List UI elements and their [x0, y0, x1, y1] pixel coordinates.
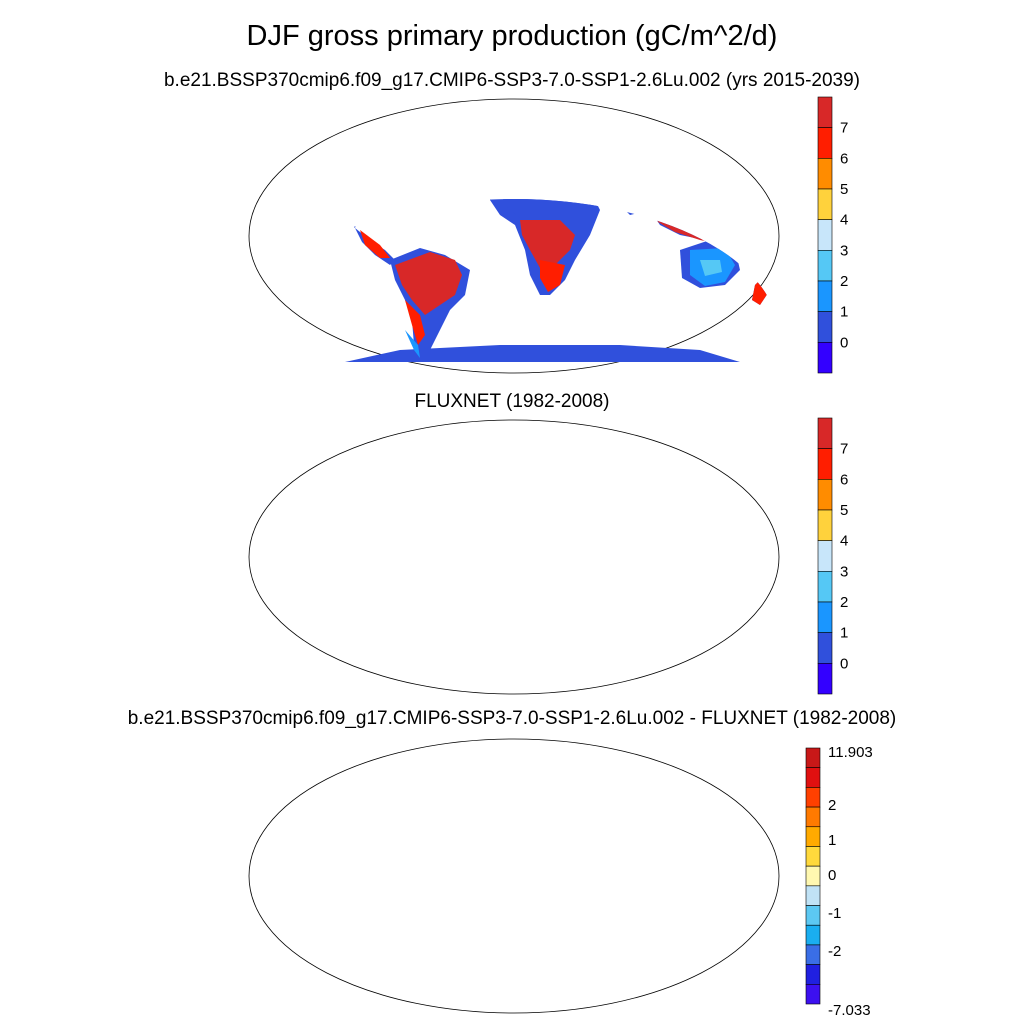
- colorbar-swatch: [805, 885, 821, 906]
- colorbar-swatch: [817, 311, 833, 343]
- colorbar-swatch: [817, 96, 833, 128]
- colorbar-2: 0 1 2 3 4 5 6 7: [817, 417, 848, 695]
- panel-3-title: b.e21.BSSP370cmip6.f09_g17.CMIP6-SSP3-7.…: [127, 708, 897, 729]
- colorbar-tick-label: 4: [840, 212, 848, 229]
- colorbar-tick-label: 11.903: [828, 744, 873, 761]
- colorbar-swatch: [805, 846, 821, 867]
- colorbar-tick-label: 3: [840, 563, 848, 580]
- colorbar-swatch: [817, 342, 833, 374]
- colorbar-swatch: [817, 127, 833, 159]
- colorbar-tick-label: -7.033: [828, 1002, 871, 1019]
- colorbar-swatch: [817, 571, 833, 603]
- map-1-border: [248, 98, 780, 374]
- map-3-border: [248, 738, 780, 1014]
- colorbar-swatch: [817, 663, 833, 695]
- colorbar-3: 11.903 2 1 0 -1 -2 -7.033: [805, 744, 873, 1019]
- colorbar-tick-label: 7: [840, 441, 848, 458]
- colorbar-swatch: [817, 417, 833, 449]
- colorbar-swatch: [805, 747, 821, 768]
- colorbar-swatch: [817, 219, 833, 251]
- colorbar-tick-label: 6: [840, 471, 848, 488]
- colorbar-swatch: [805, 806, 821, 828]
- colorbar-tick-label: 1: [840, 304, 848, 321]
- panel-2-map: [248, 419, 780, 695]
- colorbar-swatch: [805, 964, 821, 985]
- map-2-border: [248, 419, 780, 695]
- colorbar-tick-label: 7: [840, 120, 848, 137]
- colorbar-tick-label: 0: [828, 867, 836, 884]
- colorbar-swatch: [805, 944, 821, 965]
- panel-3-map: [248, 738, 780, 1014]
- panel-1-title: b.e21.BSSP370cmip6.f09_g17.CMIP6-SSP3-7.…: [163, 70, 861, 91]
- panel-2-title: FLUXNET (1982-2008): [414, 391, 610, 412]
- colorbar-tick-label: 2: [840, 594, 848, 611]
- colorbar-tick-label: -2: [828, 943, 841, 960]
- colorbar-tick-label: 1: [840, 625, 848, 642]
- colorbar-swatch: [817, 601, 833, 633]
- colorbar-swatch: [817, 540, 833, 572]
- colorbar-tick-label: -1: [828, 905, 841, 922]
- colorbar-tick-label: 1: [828, 832, 836, 849]
- panel-1-map: [248, 98, 780, 374]
- colorbar-tick-label: 2: [828, 797, 836, 814]
- colorbar-swatch: [817, 479, 833, 511]
- colorbar-1: 0 1 2 3 4 5 6 7: [817, 96, 848, 374]
- colorbar-swatch: [805, 924, 821, 946]
- colorbar-swatch: [805, 984, 821, 1005]
- colorbar-tick-label: 0: [840, 334, 848, 351]
- colorbar-tick-label: 6: [840, 150, 848, 167]
- colorbar-tick-label: 2: [840, 273, 848, 290]
- colorbar-tick-label: 5: [840, 181, 848, 198]
- colorbar-swatch: [805, 787, 821, 808]
- colorbar-swatch: [817, 509, 833, 541]
- colorbar-swatch: [817, 448, 833, 480]
- colorbar-tick-label: 0: [840, 655, 848, 672]
- colorbar-swatch: [805, 905, 821, 926]
- colorbar-swatch: [817, 158, 833, 190]
- figure-title: DJF gross primary production (gC/m^2/d): [246, 20, 778, 52]
- colorbar-swatch: [805, 767, 821, 788]
- colorbar-swatch: [817, 250, 833, 282]
- colorbar-tick-label: 3: [840, 242, 848, 259]
- colorbar-swatch: [817, 280, 833, 312]
- colorbar-swatch: [817, 632, 833, 664]
- colorbar-swatch: [817, 188, 833, 220]
- colorbar-tick-label: 4: [840, 533, 848, 550]
- colorbar-tick-label: 5: [840, 502, 848, 519]
- colorbar-swatch: [805, 865, 821, 887]
- colorbar-swatch: [805, 826, 821, 847]
